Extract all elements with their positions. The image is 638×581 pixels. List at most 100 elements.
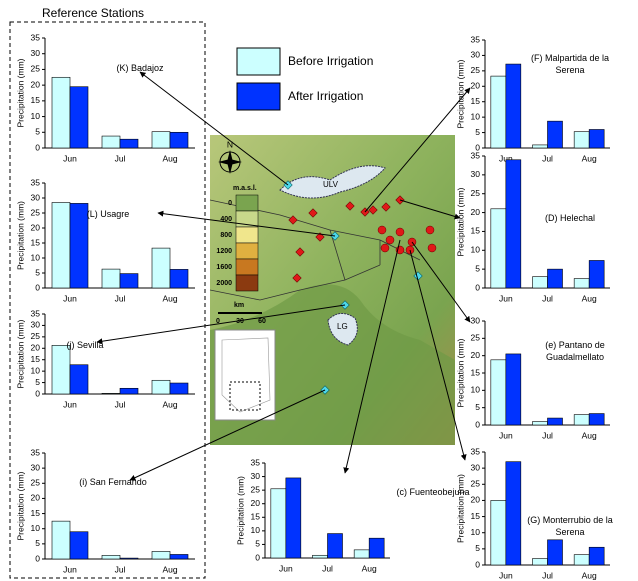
bar — [506, 160, 521, 288]
legend-swatch — [237, 83, 280, 110]
elevation-title: m.a.s.l. — [233, 185, 257, 192]
scale-label: 0 — [216, 318, 220, 325]
bar — [70, 365, 88, 394]
y-tick-label: 15 — [471, 367, 481, 377]
bar — [286, 478, 301, 558]
y-tick-label: 20 — [31, 493, 41, 503]
bar — [120, 558, 138, 559]
y-axis-label: Precipitation (mm) — [455, 474, 465, 543]
station-circle — [428, 244, 436, 252]
y-tick-label: 10 — [471, 385, 481, 395]
chart-title: (c) Fuenteobejuna — [388, 486, 478, 498]
bar — [102, 136, 120, 148]
bar — [52, 77, 70, 148]
group-title: Reference Stations — [42, 6, 144, 20]
bar — [354, 550, 369, 558]
x-tick-label: Jun — [63, 153, 77, 163]
y-tick-label: 5 — [35, 127, 40, 137]
legend-swatch — [237, 48, 280, 75]
bar — [574, 279, 589, 288]
x-tick-label: Aug — [162, 293, 177, 303]
x-tick-label: Aug — [582, 430, 597, 440]
chart-title: (K) Badajoz — [100, 62, 180, 74]
y-tick-label: 20 — [471, 81, 481, 91]
y-tick-label: 10 — [31, 252, 41, 262]
x-tick-label: Jul — [115, 399, 126, 409]
chart-title: (L) Usagre — [68, 208, 148, 220]
y-tick-label: 25 — [31, 478, 41, 488]
elevation-swatch — [236, 243, 258, 259]
bar — [506, 462, 521, 565]
bar — [548, 540, 563, 565]
bar — [589, 547, 604, 565]
y-tick-label: 30 — [471, 462, 481, 472]
y-tick-label: 0 — [475, 419, 480, 429]
bar — [52, 345, 70, 394]
x-tick-label: Aug — [582, 570, 597, 580]
y-tick-label: 25 — [251, 484, 261, 494]
bar — [102, 555, 120, 559]
bar — [102, 269, 120, 288]
x-tick-label: Jun — [499, 293, 513, 303]
x-tick-label: Aug — [162, 399, 177, 409]
station-circle — [426, 226, 434, 234]
bar — [152, 248, 170, 288]
x-tick-label: Jul — [542, 570, 553, 580]
y-tick-label: 5 — [475, 127, 480, 137]
bar — [70, 532, 88, 559]
elevation-label: 0 — [228, 200, 232, 207]
x-tick-label: Jun — [63, 293, 77, 303]
bar — [313, 555, 328, 558]
y-tick-label: 5 — [35, 377, 40, 387]
bar — [120, 139, 138, 148]
y-tick-label: 15 — [31, 508, 41, 518]
elevation-swatch — [236, 227, 258, 243]
y-tick-label: 30 — [471, 315, 481, 325]
bar — [328, 534, 343, 558]
elevation-label: 1600 — [216, 264, 232, 271]
x-tick-label: Jul — [115, 153, 126, 163]
y-tick-label: 5 — [475, 402, 480, 412]
figure: Reference Stations N ULV LG m.a.s.l. km … — [0, 0, 638, 581]
bar — [589, 129, 604, 148]
y-tick-label: 35 — [471, 34, 481, 44]
elevation-swatch — [236, 259, 258, 275]
bar — [574, 555, 589, 565]
bar — [491, 500, 506, 565]
y-tick-label: 5 — [35, 267, 40, 277]
lg-label: LG — [337, 322, 348, 331]
elevation-swatch — [236, 195, 258, 211]
bar — [369, 538, 384, 558]
y-tick-label: 0 — [35, 553, 40, 563]
x-tick-label: Aug — [162, 153, 177, 163]
y-tick-label: 30 — [251, 471, 261, 481]
bar — [152, 380, 170, 394]
y-tick-label: 25 — [471, 333, 481, 343]
y-tick-label: 30 — [31, 48, 41, 58]
y-tick-label: 10 — [471, 111, 481, 121]
y-tick-label: 10 — [251, 525, 261, 535]
y-tick-label: 15 — [31, 354, 41, 364]
y-tick-label: 5 — [475, 543, 480, 553]
bar — [170, 554, 188, 559]
x-tick-label: Jul — [542, 153, 553, 163]
x-tick-label: Aug — [162, 564, 177, 574]
bar — [52, 521, 70, 559]
canvas: Reference Stations N ULV LG m.a.s.l. km … — [0, 0, 638, 581]
elevation-label: 1200 — [216, 248, 232, 255]
x-tick-label: Jun — [63, 564, 77, 574]
x-tick-label: Jul — [115, 293, 126, 303]
chart-title: (i) San Fernando — [68, 476, 158, 488]
y-tick-label: 35 — [31, 447, 41, 457]
scale-km: km — [234, 302, 244, 309]
x-tick-label: Jun — [279, 563, 293, 573]
y-tick-label: 15 — [471, 96, 481, 106]
bar — [533, 422, 548, 425]
x-tick-label: Aug — [582, 153, 597, 163]
y-tick-label: 10 — [31, 365, 41, 375]
y-tick-label: 25 — [31, 331, 41, 341]
y-tick-label: 20 — [471, 350, 481, 360]
y-tick-label: 10 — [31, 111, 41, 121]
bar — [574, 132, 589, 148]
y-axis-label: Precipitation (mm) — [235, 476, 245, 545]
